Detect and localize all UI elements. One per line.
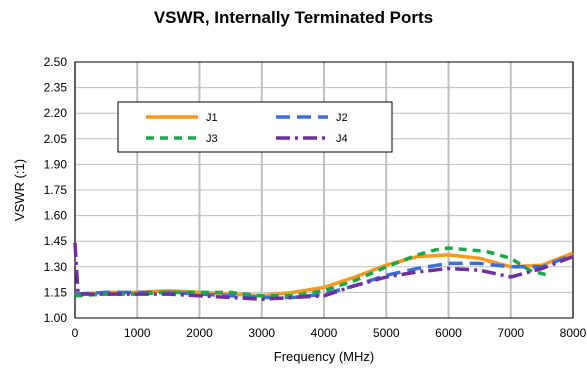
y-tick-label: 1.00 — [44, 311, 68, 325]
legend-label-j4: J4 — [336, 133, 348, 145]
series-line-j3 — [74, 246, 549, 298]
y-tick-label: 2.20 — [44, 106, 68, 120]
x-tick-label: 4000 — [311, 326, 338, 340]
plot-area-frame — [74, 61, 574, 319]
x-axis-label: Frequency (MHz) — [274, 349, 374, 364]
y-tick-label: 1.30 — [44, 260, 68, 274]
series-line-j1 — [74, 251, 574, 298]
legend-label-j1: J1 — [206, 112, 218, 124]
y-tick-label: 1.45 — [44, 234, 68, 248]
x-tick-label: 7000 — [497, 326, 524, 340]
y-tick-label: 1.15 — [44, 285, 68, 299]
series-layer — [73, 242, 574, 301]
y-tick-label: 1.90 — [44, 157, 68, 171]
legend: J1 J2 J3 J4 — [117, 101, 393, 153]
y-tick-labels: 1.00 1.15 1.30 1.45 1.60 1.75 1.90 2.05 2.20 2.35… — [44, 55, 68, 325]
legend-label-j3: J3 — [206, 133, 218, 145]
y-tick-label: 1.60 — [44, 209, 68, 223]
y-tick-label: 1.75 — [44, 183, 68, 197]
y-tick-label: 2.50 — [44, 55, 68, 69]
x-tick-label: 8000 — [560, 326, 587, 340]
x-tick-label: 1000 — [124, 326, 151, 340]
x-tick-label: 2000 — [186, 326, 213, 340]
y-tick-label: 2.35 — [44, 81, 68, 95]
x-tick-labels: 0 1000 2000 3000 4000 5000 6000 7000 8000 — [72, 326, 587, 340]
y-tick-label: 2.05 — [44, 132, 68, 146]
x-tick-label: 5000 — [373, 326, 400, 340]
series-line-j4 — [73, 242, 574, 301]
x-tick-label: 6000 — [435, 326, 462, 340]
x-tick-label: 0 — [72, 326, 79, 340]
x-tick-label: 3000 — [248, 326, 275, 340]
legend-label-j2: J2 — [336, 112, 348, 124]
chart-title: VSWR, Internally Terminated Ports — [153, 8, 434, 27]
grid-lines — [74, 61, 574, 319]
y-axis-label: VSWR (:1) — [12, 159, 27, 221]
legend-box — [117, 101, 393, 153]
